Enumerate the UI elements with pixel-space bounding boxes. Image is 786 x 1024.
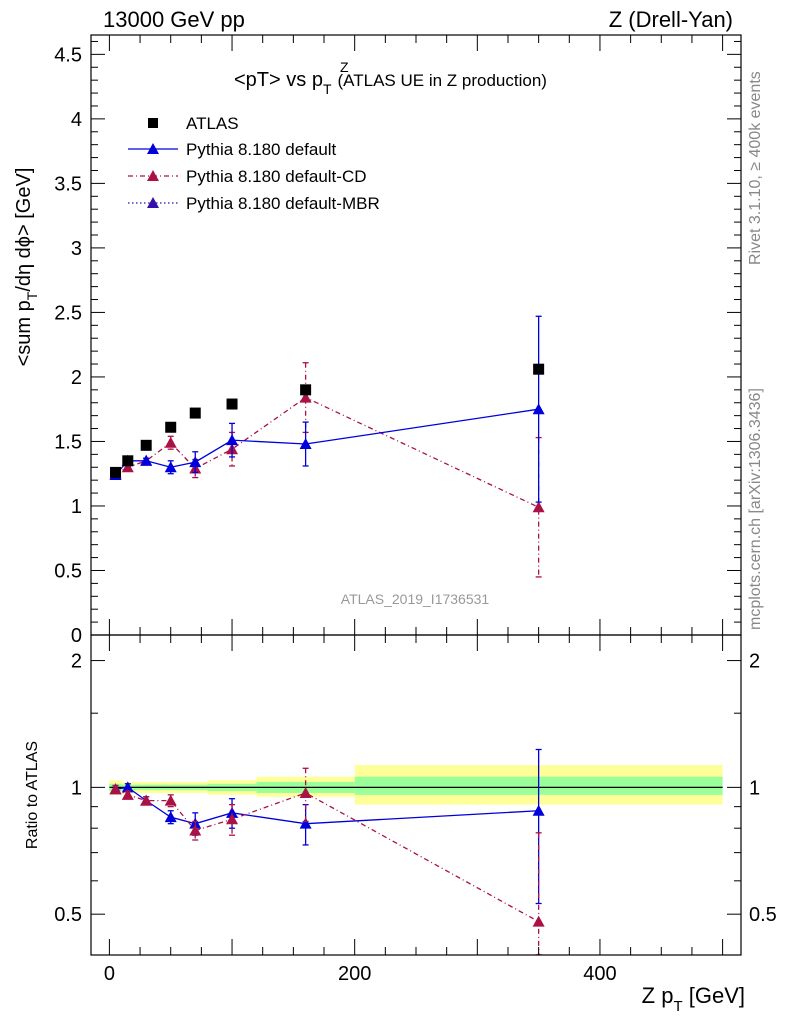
- main-point-atlas: [122, 455, 134, 467]
- legend: ATLAS Pythia 8.180 default Pythia 8.180 …: [128, 114, 380, 213]
- main-y-tick-label: 4.5: [54, 44, 82, 66]
- ratio-point-default: [299, 817, 312, 829]
- main-y-tick-label: 3: [71, 238, 82, 260]
- main-point-default: [189, 456, 202, 468]
- main-point-default: [226, 434, 239, 446]
- legend-item-mbr: Pythia 8.180 default-MBR: [128, 194, 380, 213]
- main-point-atlas: [226, 398, 238, 410]
- ratio-x-tick-label: 0: [104, 963, 115, 985]
- main-y-label-sub: T: [24, 291, 40, 300]
- legend-label-atlas: ATLAS: [186, 114, 239, 133]
- main-y-tick-label: 1: [71, 496, 82, 518]
- main-point-atlas: [189, 407, 201, 419]
- plot-title-main: <pT> vs p: [234, 69, 323, 91]
- main-plot-area: [109, 315, 545, 578]
- main-point-atlas: [165, 421, 177, 433]
- main-y-tick-label: 2: [71, 367, 82, 389]
- main-y-tick-label: 1.5: [54, 431, 82, 453]
- legend-marker-mbr: [147, 197, 159, 208]
- mcplots-label: mcplots.cern.ch [arXiv:1306.3436]: [747, 388, 764, 630]
- ratio-y-tick-label-right: 1: [749, 777, 760, 799]
- main-point-atlas: [300, 384, 312, 396]
- legend-label-mbr: Pythia 8.180 default-MBR: [186, 194, 380, 213]
- ratio-y-axis: 0.5 0.5 1 1 2 2: [54, 651, 777, 927]
- process-label: Z (Drell-Yan): [609, 7, 733, 32]
- ratio-x-tick-label: 400: [583, 963, 616, 985]
- x-axis-label-sub: T: [673, 998, 682, 1015]
- ratio-x-tick-label: 200: [338, 963, 371, 985]
- main-point-default: [140, 454, 153, 466]
- legend-marker-default: [147, 143, 159, 154]
- ratio-point-default: [226, 806, 239, 818]
- ratio-point-cd: [164, 794, 177, 806]
- main-y-tick-label: 0.5: [54, 560, 82, 582]
- energy-label: 13000 GeV pp: [103, 7, 245, 32]
- ratio-x-axis: 0 200 400: [104, 635, 724, 985]
- legend-marker-atlas: [148, 118, 158, 128]
- ratio-y-label: Ratio to ATLAS: [24, 741, 41, 849]
- ratio-point-default: [164, 811, 177, 823]
- main-point-default: [164, 461, 177, 473]
- main-y-tick-label: 3.5: [54, 173, 82, 195]
- legend-marker-cd: [147, 170, 159, 181]
- ratio-line-cd: [115, 788, 539, 923]
- ratio-point-default: [532, 804, 545, 816]
- main-y-label-b: /dη dϕ> [GeV]: [13, 168, 35, 292]
- main-panel: 0 0.5 1 1.5 2 2.5 3 3.5 4 4.5: [54, 34, 742, 647]
- ratio-point-cd: [189, 824, 202, 836]
- main-point-atlas: [533, 363, 545, 375]
- main-point-default: [299, 438, 312, 450]
- main-y-tick-label: 0: [71, 625, 82, 647]
- main-point-atlas: [110, 466, 122, 478]
- ratio-y-tick-label: 0.5: [54, 904, 82, 926]
- legend-label-default: Pythia 8.180 default: [186, 140, 337, 159]
- main-point-cd: [164, 436, 177, 448]
- ratio-point-cd: [121, 788, 134, 800]
- ratio-y-tick-label: 2: [71, 651, 82, 673]
- main-y-label: <sum pT/dη dϕ> [GeV]: [13, 168, 40, 367]
- plot-title-sub: T: [323, 81, 332, 97]
- main-y-label-a: <sum p: [13, 300, 35, 366]
- legend-item-default: Pythia 8.180 default: [128, 140, 337, 159]
- analysis-id: ATLAS_2019_I1736531: [341, 591, 490, 607]
- main-y-axis: 0 0.5 1 1.5 2 2.5 3 3.5 4 4.5: [54, 40, 741, 647]
- main-point-cd: [121, 461, 134, 473]
- ratio-y-tick-label-right: 2: [749, 651, 760, 673]
- main-point-default: [532, 403, 545, 415]
- ratio-point-cd: [299, 786, 312, 798]
- ratio-point-default: [121, 781, 134, 793]
- legend-label-cd: Pythia 8.180 default-CD: [186, 167, 367, 186]
- ratio-point-cd: [226, 813, 239, 825]
- ratio-y-tick-label: 1: [71, 777, 82, 799]
- plot-title: <pT> vs pT (ATLAS UE in Z production) Z: [234, 59, 547, 97]
- x-axis-label-b: [GeV]: [683, 983, 745, 1008]
- main-point-cd: [299, 391, 312, 403]
- ratio-point-cd: [140, 794, 153, 806]
- ratio-y-tick-label-right: 0.5: [749, 904, 777, 926]
- ratio-plot-area: [109, 748, 723, 956]
- x-axis-label-a: Z p: [642, 983, 674, 1008]
- main-point-cd: [532, 501, 545, 513]
- legend-item-cd: Pythia 8.180 default-CD: [128, 167, 367, 186]
- plot-title-sup: Z: [340, 59, 349, 75]
- svg-text:<pT> vs pT(ATLAS UE in Z produ: <pT> vs pT (ATLAS UE in Z production): [234, 69, 547, 97]
- ratio-point-cd: [532, 915, 545, 927]
- x-axis-label: Z pT [GeV]: [642, 983, 745, 1015]
- main-point-atlas: [140, 439, 152, 451]
- ratio-panel: 0.5 0.5 1 1 2 2 0 200 400: [54, 634, 777, 985]
- main-x-ticks: [108, 35, 724, 635]
- legend-item-atlas: ATLAS: [148, 114, 239, 133]
- main-y-tick-label: 4: [71, 109, 82, 131]
- main-y-tick-label: 2.5: [54, 302, 82, 324]
- main-line-default: [115, 408, 539, 476]
- plot-title-tail: (ATLAS UE in Z production): [338, 71, 547, 90]
- ratio-point-cd: [109, 783, 122, 795]
- main-line-cd: [115, 396, 539, 508]
- rivet-label: Rivet 3.1.10, ≥ 400k events: [747, 71, 764, 265]
